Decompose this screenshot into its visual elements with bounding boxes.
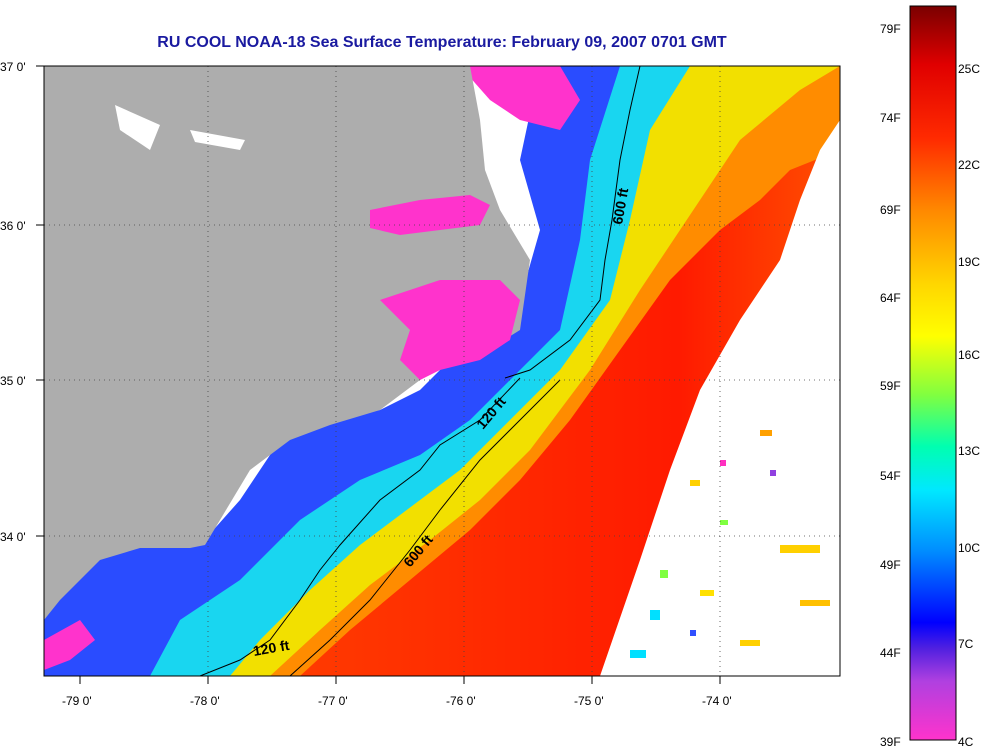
cb-f-39: 39F bbox=[880, 735, 901, 749]
cb-f-79: 79F bbox=[880, 22, 901, 36]
cb-f-74: 74F bbox=[880, 111, 901, 125]
water-cold-magenta-north bbox=[460, 66, 580, 130]
cb-c-7: 7C bbox=[958, 637, 974, 651]
lon-label-74: -74 0' bbox=[702, 694, 732, 708]
cb-c-4: 4C bbox=[958, 735, 974, 749]
cb-f-64: 64F bbox=[880, 291, 901, 305]
map-area: 600 ft 120 ft 600 ft 120 ft bbox=[44, 66, 840, 676]
lat-label-37: 37 0' bbox=[0, 60, 26, 74]
cb-f-59: 59F bbox=[880, 379, 901, 393]
cloud-cover bbox=[600, 120, 840, 676]
isobath-600ft-south bbox=[289, 379, 561, 676]
cb-c-10: 10C bbox=[958, 541, 980, 555]
lon-label-78: -78 0' bbox=[190, 694, 220, 708]
axis-ticks bbox=[36, 65, 721, 684]
graticule bbox=[44, 66, 840, 676]
map-title: RU COOL NOAA-18 Sea Surface Temperature:… bbox=[157, 34, 727, 51]
isobath-600ft-north bbox=[504, 66, 641, 379]
cb-f-44: 44F bbox=[880, 646, 901, 660]
temperature-colorbar bbox=[909, 5, 957, 741]
cb-c-16: 16C bbox=[958, 348, 980, 362]
cb-f-54: 54F bbox=[880, 469, 901, 483]
inland-lake-1 bbox=[115, 105, 160, 150]
pamlico-sound bbox=[380, 280, 520, 380]
southwest-bay bbox=[44, 620, 95, 670]
cb-c-22: 22C bbox=[958, 158, 980, 172]
lon-label-77: -77 0' bbox=[318, 694, 348, 708]
lat-label-35: 35 0' bbox=[0, 374, 26, 388]
contour-label-120-south: 120 ft bbox=[252, 637, 291, 659]
colorbar-fahrenheit-labels: 79F 74F 69F 64F 59F 54F 49F 44F 39F bbox=[880, 22, 901, 749]
lon-label-76: -76 0' bbox=[446, 694, 476, 708]
lon-label-79: -79 0' bbox=[62, 694, 92, 708]
cb-c-25: 25C bbox=[958, 62, 980, 76]
cb-c-13: 13C bbox=[958, 444, 980, 458]
lon-label-75: -75 0' bbox=[574, 694, 604, 708]
lat-label-36: 36 0' bbox=[0, 219, 26, 233]
lat-label-34: 34 0' bbox=[0, 530, 26, 544]
cloud-specks bbox=[630, 430, 830, 658]
inland-lake-2 bbox=[190, 130, 245, 150]
map-frame bbox=[43, 65, 841, 677]
colorbar-celsius-labels: 25C 22C 19C 16C 13C 10C 7C 4C bbox=[958, 62, 980, 749]
isobath-120ft bbox=[199, 377, 521, 676]
cb-f-49: 49F bbox=[880, 558, 901, 572]
cb-f-69: 69F bbox=[880, 203, 901, 217]
cb-c-19: 19C bbox=[958, 255, 980, 269]
contour-label-600-north: 600 ft bbox=[609, 186, 631, 225]
